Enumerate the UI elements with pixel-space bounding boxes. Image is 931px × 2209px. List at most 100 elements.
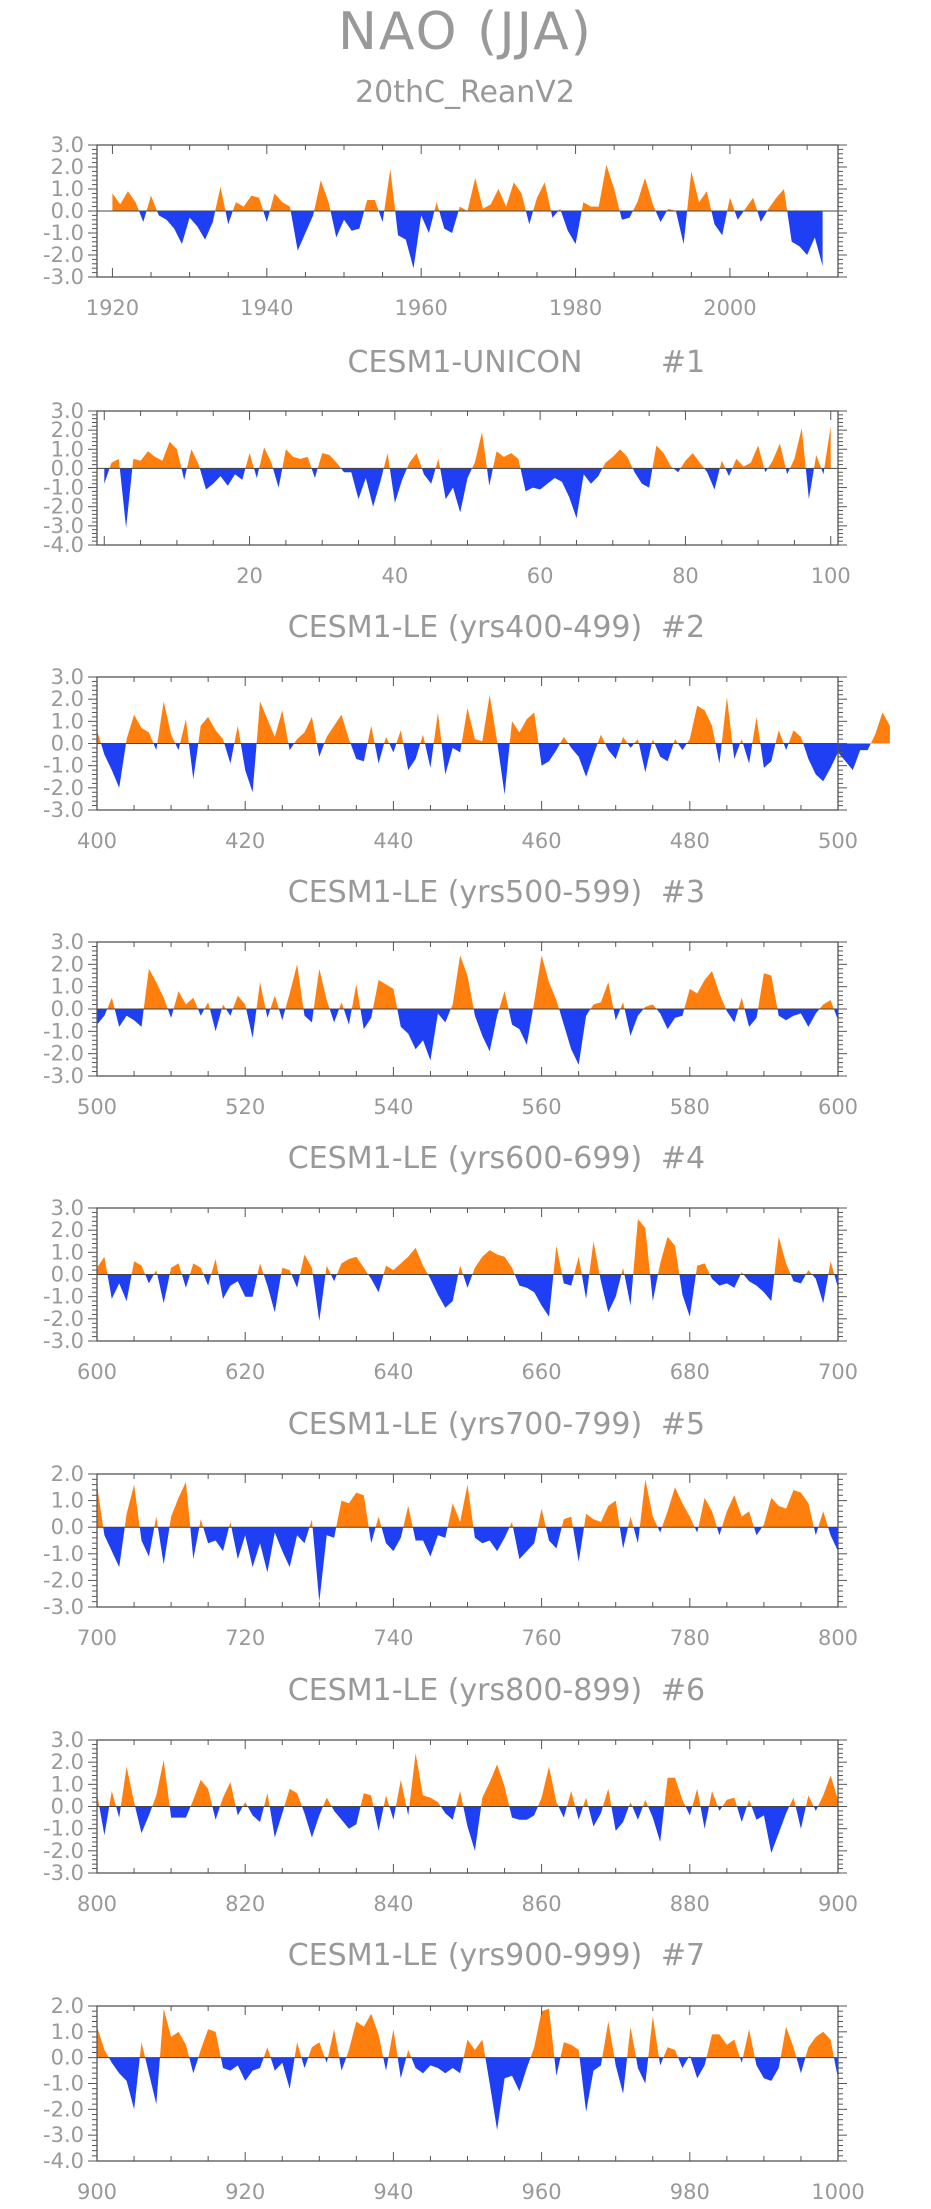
panel-title: CESM1-LE (yrs900-999) [288,1938,642,1973]
x-tick-label: 900 [77,2180,117,2204]
negative-anomaly-area [103,1527,838,1602]
y-tick-label: 1.0 [51,975,84,999]
x-tick-label: 700 [818,1360,858,1384]
x-tick-label: 500 [818,829,858,853]
y-tick-label: 2.0 [51,418,84,442]
y-tick-label: -1.0 [43,1817,84,1841]
x-tick-label: 1920 [86,296,139,320]
chart-panel-6: CESM1-LE (yrs700-799) #5 2.0 1.00.0 -1.0-2.0… [43,1407,858,1650]
y-tick-label: -1.0 [43,2072,84,2096]
chart-panel-7: CESM1-LE (yrs800-899) #63.02.01.00.0-1.0-… [43,1673,858,1916]
panel-run-label: #7 [661,1938,705,1973]
y-tick-label: -4.0 [43,2149,84,2173]
y-tick-label: 0.0 [51,456,84,480]
x-tick-label: 800 [818,1626,858,1650]
y-tick-label: 0.0 [51,2046,84,2070]
y-tick-label: 2.0 [51,687,84,711]
negative-anomaly-area [97,1009,838,1065]
x-tick-label: 420 [225,829,265,853]
panel-title: CESM1-LE (yrs800-899) [288,1673,642,1708]
x-tick-label: 980 [670,2180,710,2204]
x-tick-label: 480 [670,829,710,853]
y-tick-label: 2.0 [51,1218,84,1242]
y-tick-label: -3.0 [43,1064,84,1088]
y-tick-label: -4.0 [43,533,84,557]
chart-panel-8: CESM1-LE (yrs900-999) #7 2.01.00.0-1.0-2.0… [43,1938,865,2204]
y-tick-label: 1.0 [51,1489,84,1513]
page-title: NAO (JJA) [338,2,593,62]
y-tick-label: 2.0 [51,155,84,179]
x-tick-label: 400 [77,829,117,853]
y-tick-label: -2.0 [43,495,84,519]
panel-run-label: #5 [661,1407,705,1442]
negative-anomaly-area [107,1274,838,1321]
panel-title: CESM1-LE (yrs500-599) [288,875,642,910]
x-tick-label: 100 [811,564,851,588]
x-tick-label: 600 [77,1360,117,1384]
negative-anomaly-area [99,1806,818,1853]
y-tick-label: -2.0 [43,2097,84,2121]
x-tick-label: 860 [522,1892,562,1916]
y-tick-label: -1.0 [43,754,84,778]
negative-anomaly-area [101,743,871,795]
negative-anomaly-area [108,2057,838,2130]
y-tick-label: 1.0 [51,2020,84,2044]
x-tick-label: 900 [818,1892,858,1916]
x-tick-label: 760 [522,1626,562,1650]
negative-anomaly-area [104,468,825,528]
x-tick-label: 460 [522,829,562,853]
panel-title: CESM1-LE (yrs700-799) [288,1407,642,1442]
x-tick-label: 880 [670,1892,710,1916]
y-tick-label: 3.0 [51,399,84,423]
y-tick-label: -1.0 [43,476,84,500]
panel-run-label: #1 [661,345,705,380]
y-tick-label: -2.0 [43,1042,84,1066]
y-tick-label: -2.0 [43,243,84,267]
x-tick-label: 720 [225,1626,265,1650]
y-tick-label: 3.0 [51,133,84,157]
x-tick-label: 920 [225,2180,265,2204]
y-tick-label: 1.0 [51,1240,84,1264]
x-tick-label: 20 [236,564,263,588]
y-tick-label: -3.0 [43,798,84,822]
chart-panel-5: CESM1-LE (yrs600-699) #43.02.01.00.0-1.0-… [43,1141,858,1384]
x-tick-label: 80 [672,564,699,588]
chart-panel-1: 20thC_ReanV2 3.02.01.00.0-1.0-2.0-3.01920… [43,75,847,320]
y-tick-label: 2.0 [51,1750,84,1774]
positive-anomaly-area [97,1219,835,1275]
x-tick-label: 800 [77,1892,117,1916]
y-tick-label: 1.0 [51,1772,84,1796]
panel-title: CESM1-UNICON [348,345,583,380]
y-tick-label: -2.0 [43,1568,84,1592]
x-tick-label: 500 [77,1095,117,1119]
panel-title: CESM1-LE (yrs400-499) [288,610,642,645]
y-tick-label: -3.0 [43,2123,84,2147]
y-tick-label: 3.0 [51,665,84,689]
panel-run-label: #3 [661,875,705,910]
x-tick-label: 440 [373,829,413,853]
x-tick-label: 1000 [811,2180,864,2204]
y-tick-label: -1.0 [43,221,84,245]
y-tick-label: 0.0 [51,1263,84,1287]
y-tick-label: -3.0 [43,514,84,538]
x-tick-label: 640 [373,1360,413,1384]
y-tick-label: 3.0 [51,1196,84,1220]
x-tick-label: 820 [225,1892,265,1916]
y-tick-label: 0.0 [51,732,84,756]
y-tick-label: 1.0 [51,437,84,461]
x-tick-label: 960 [522,2180,562,2204]
x-tick-label: 660 [522,1360,562,1384]
positive-anomaly-area [97,694,890,744]
y-tick-label: 0.0 [51,1515,84,1539]
x-tick-label: 40 [381,564,408,588]
y-tick-label: -3.0 [43,265,84,289]
x-tick-label: 600 [818,1095,858,1119]
x-tick-label: 60 [527,564,554,588]
x-tick-label: 940 [373,2180,413,2204]
y-tick-label: 3.0 [51,930,84,954]
x-tick-label: 840 [373,1892,413,1916]
y-tick-label: 2.0 [51,1994,84,2018]
panel-title: 20thC_ReanV2 [355,75,575,110]
x-tick-label: 540 [373,1095,413,1119]
